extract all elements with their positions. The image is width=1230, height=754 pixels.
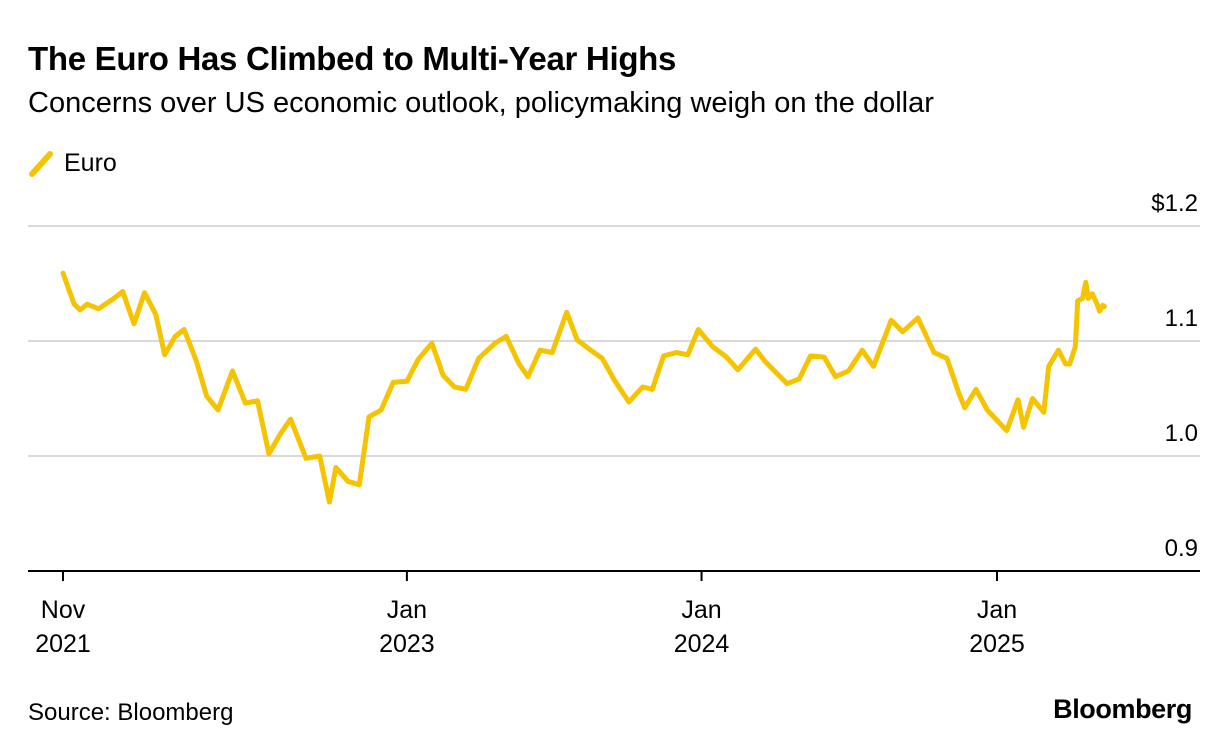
x-tick-label-month: Nov [41, 596, 86, 624]
x-tick-label-month: Jan [681, 596, 721, 624]
y-tick-label: $1.2 [1151, 190, 1198, 217]
y-tick-label: 1.0 [1165, 420, 1198, 447]
bloomberg-logo: Bloomberg [1053, 694, 1192, 724]
source-note: Source: Bloomberg [28, 699, 234, 726]
y-tick-label: 1.1 [1165, 305, 1198, 332]
chart-title: The Euro Has Climbed to Multi-Year Highs [28, 40, 677, 77]
legend-label-euro: Euro [64, 148, 117, 177]
x-tick-label-year: 2025 [969, 630, 1025, 658]
x-tick-label-month: Jan [387, 596, 427, 624]
chart-subtitle: Concerns over US economic outlook, polic… [28, 87, 934, 119]
series-line-euro [60, 270, 1107, 505]
x-tick-label-month: Jan [977, 596, 1017, 624]
y-tick-label: 0.9 [1165, 535, 1198, 562]
chart-legend: Euro [28, 146, 117, 180]
legend-swatch-euro [28, 146, 54, 180]
x-tick-label-year: 2023 [379, 630, 435, 658]
x-tick-label-year: 2024 [674, 630, 730, 658]
x-tick-label-year: 2021 [35, 630, 91, 658]
